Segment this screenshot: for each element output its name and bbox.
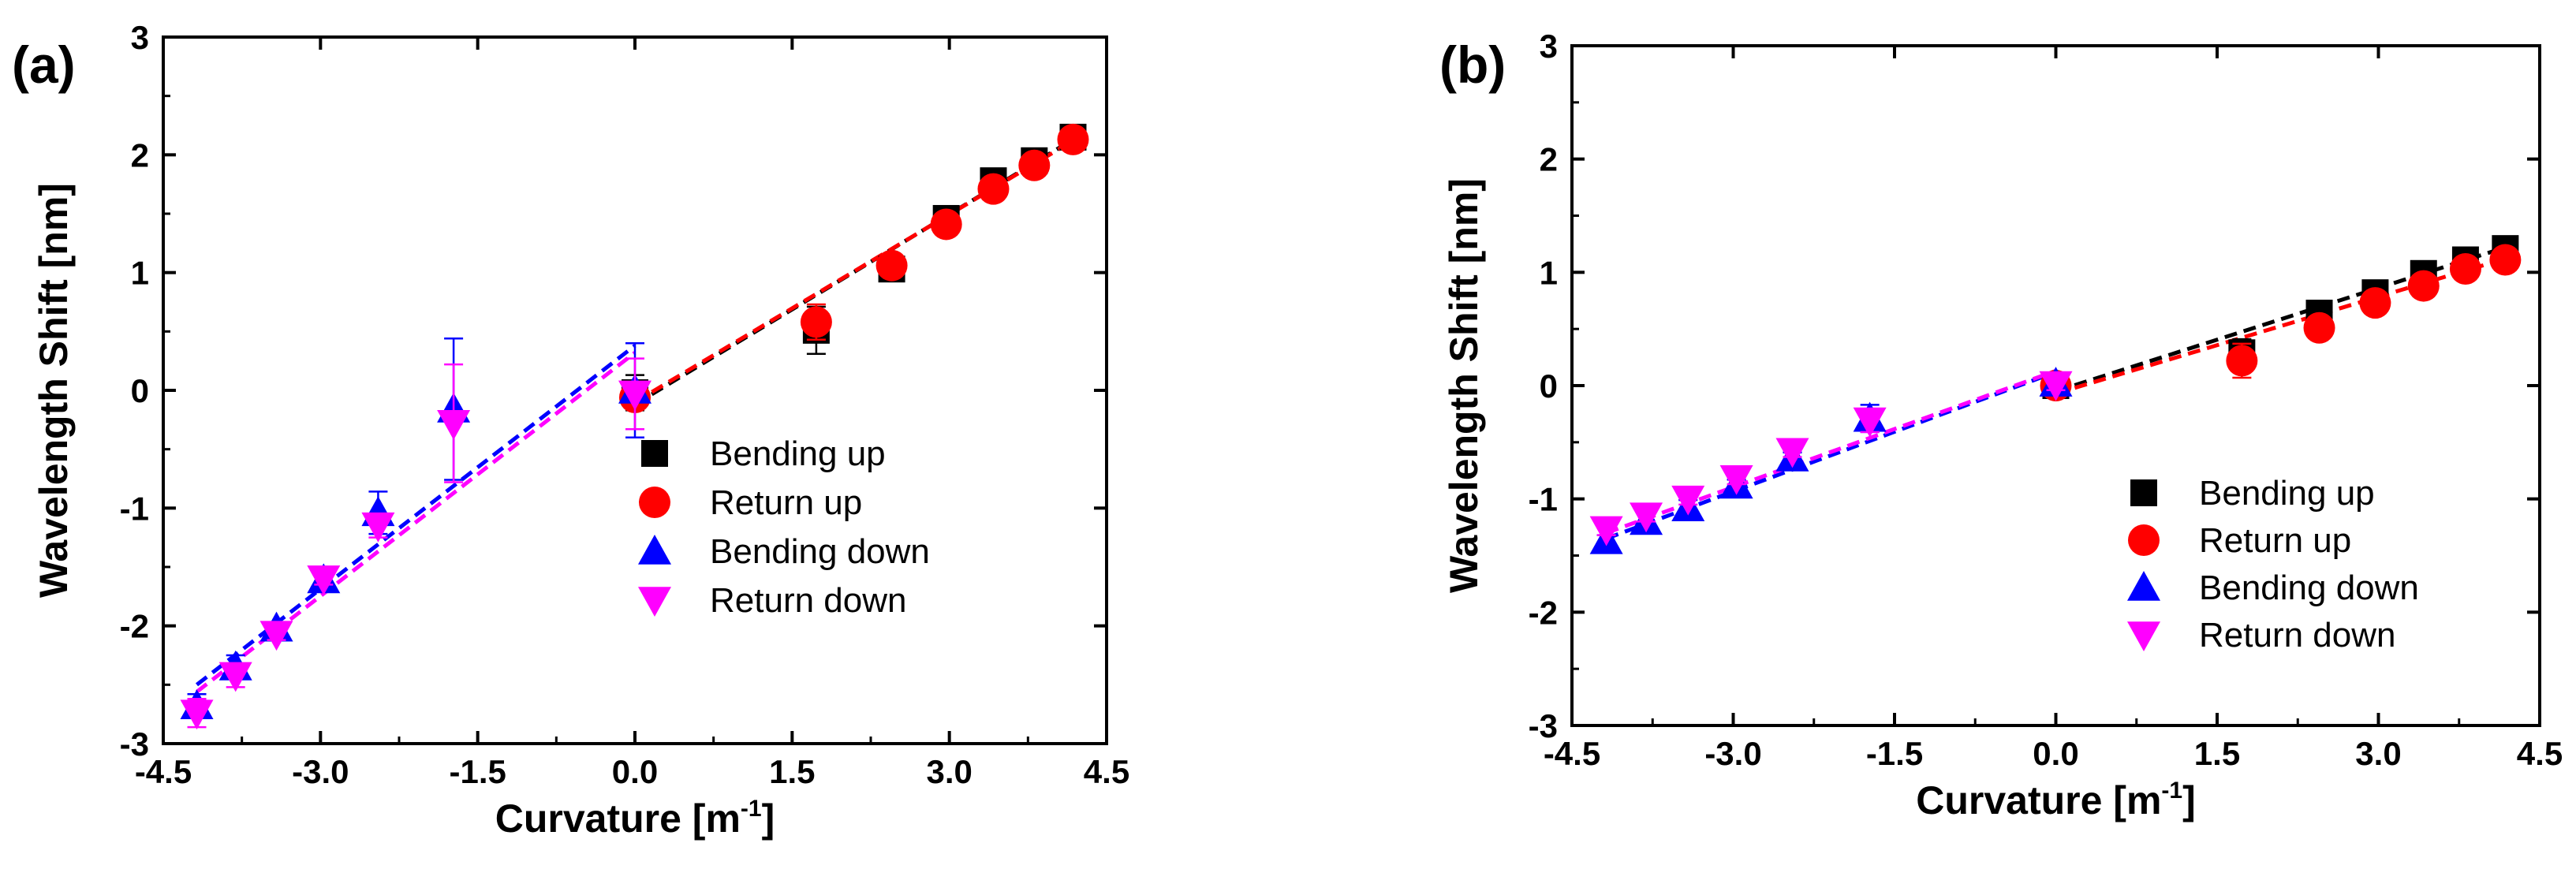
data-point: [1018, 149, 1051, 181]
data-point: [930, 208, 962, 241]
legend-marker: [639, 487, 670, 518]
data-point: [1630, 502, 1663, 533]
data-point: [218, 662, 252, 692]
data-point: [1589, 516, 1623, 546]
x-tick-label: 1.5: [769, 753, 815, 790]
y-tick-label: 0: [131, 372, 149, 409]
y-tick-label: 1: [131, 255, 149, 292]
legend-label: Bending up: [2199, 474, 2375, 513]
data-point: [361, 512, 395, 543]
legend-marker: [641, 440, 668, 467]
data-point: [307, 565, 341, 595]
fit-line: [2055, 245, 2507, 393]
y-tick-label: 2: [131, 136, 149, 173]
legend-marker: [638, 587, 671, 617]
legend-marker: [2128, 524, 2160, 556]
legend-label: Bending down: [710, 532, 930, 571]
y-axis-title: Wavelength Shift [nm]: [1442, 178, 1486, 593]
panel-label: (b): [1439, 35, 1506, 94]
data-point: [1671, 485, 1705, 516]
data-point: [618, 380, 651, 411]
legend-marker: [638, 535, 671, 565]
panel-a: (a) -4.5 -3.0 -1.5 0.0 1.5 3.0 4.5 -3 -2 -1 0 1 2 3 Cur…: [12, 19, 1129, 841]
panel-label: (a): [12, 35, 76, 94]
x-tick-label: 4.5: [2517, 735, 2563, 772]
y-tick-label: 3: [1540, 28, 1558, 65]
series-return-down: [1589, 371, 2073, 546]
x-tick-label: 0.0: [2033, 735, 2078, 772]
y-axis-title: Wavelength Shift [nm]: [32, 183, 76, 598]
data-point: [1853, 407, 1887, 438]
x-axis-title: Curvature [m-1]: [495, 796, 775, 841]
x-axis-title: Curvature [m-1]: [1916, 778, 2196, 822]
data-point: [2359, 287, 2391, 319]
data-point: [875, 249, 908, 282]
y-tick-label: -3: [120, 725, 149, 763]
fit-line: [195, 344, 637, 687]
x-tick-label: -1.5: [449, 753, 506, 790]
data-point: [1719, 465, 1753, 495]
legend-label: Return down: [710, 581, 906, 620]
y-tick-label: 2: [1540, 141, 1558, 178]
data-point: [180, 699, 214, 730]
data-point: [977, 173, 1010, 205]
legend-label: Bending down: [2199, 569, 2419, 607]
x-tick-label: 4.5: [1084, 753, 1129, 790]
data-point: [800, 306, 832, 338]
fit-line: [1605, 368, 2057, 535]
fit-line: [2055, 256, 2507, 396]
data-point: [1057, 123, 1089, 155]
legend-marker: [2130, 479, 2157, 506]
y-tick-label: -2: [120, 608, 149, 645]
data-point: [1775, 438, 1809, 468]
x-tick-label: -1.5: [1866, 735, 1923, 772]
x-tick-label: 1.5: [2194, 735, 2240, 772]
data-point: [2303, 311, 2335, 344]
x-tick-label: -4.5: [135, 753, 192, 790]
data-point: [437, 410, 471, 440]
legend: Bending up Return up Bending down Return do…: [2127, 474, 2419, 655]
data-point: [2489, 244, 2522, 276]
series-return-down: [180, 357, 651, 730]
x-tick-label: -3.0: [292, 753, 349, 790]
y-tick-label: -1: [1529, 481, 1558, 518]
legend-label: Return up: [710, 483, 862, 522]
data-point: [2226, 345, 2258, 377]
data-point: [259, 621, 293, 651]
fit-line: [195, 351, 637, 694]
legend-label: Bending up: [710, 434, 886, 473]
series-bending-down: [1589, 367, 2073, 554]
panel-b: (b) -4.5 -3.0 -1.5 0.0 1.5 3.0 4.5 -3 -2 -1 0 1 2 3 Cur…: [1439, 28, 2563, 822]
x-tick-label: 3.0: [2355, 735, 2401, 772]
x-tick-label: 0.0: [612, 753, 658, 790]
legend: Bending up Return up Bending down Return do…: [638, 434, 930, 620]
y-tick-label: 1: [1540, 254, 1558, 291]
legend-label: Return up: [2199, 521, 2351, 560]
data-point: [2039, 371, 2073, 401]
legend-marker: [2127, 571, 2160, 601]
y-tick-label: -1: [120, 490, 149, 527]
data-point: [2449, 253, 2481, 285]
data-point: [2407, 270, 2440, 302]
y-tick-label: -2: [1529, 594, 1558, 631]
x-tick-label: -3.0: [1704, 735, 1761, 772]
y-tick-label: 3: [131, 19, 149, 56]
x-tick-label: -4.5: [1544, 735, 1600, 772]
legend-marker: [2127, 621, 2160, 651]
legend-label: Return down: [2199, 616, 2395, 655]
x-tick-label: 3.0: [926, 753, 972, 790]
series-return-up: [2040, 244, 2522, 401]
y-tick-label: 0: [1540, 367, 1558, 405]
y-tick-label: -3: [1529, 707, 1558, 744]
